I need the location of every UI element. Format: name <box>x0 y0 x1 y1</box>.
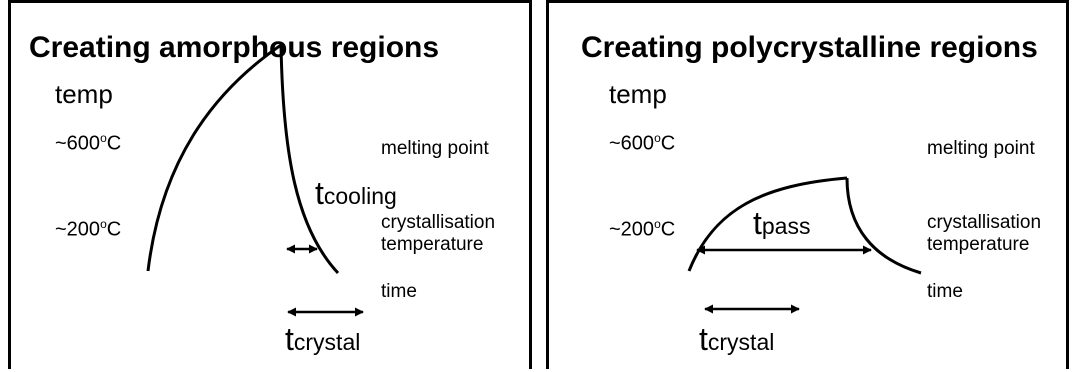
crystallisation-temperature-label: crystallisation temperature <box>927 212 1042 255</box>
panel-polycrystalline: Creating polycrystalline regions temp ~6… <box>546 0 1069 369</box>
temp-axis-label: temp <box>55 79 113 109</box>
panel-title: Creating amorphous regions <box>29 31 440 64</box>
time-axis-label: time <box>381 281 417 302</box>
temp-low-label: ~200oC <box>55 217 122 241</box>
panel-title: Creating polycrystalline regions <box>581 31 1038 64</box>
temp-high-label: ~600oC <box>55 131 122 155</box>
heating-curve <box>146 43 282 272</box>
t-pass-label: tpass <box>753 205 811 241</box>
cooling-curve <box>845 177 922 275</box>
amorphous-cooling-curve <box>146 43 364 317</box>
time-axis-label: time <box>927 281 963 302</box>
melting-point-label: melting point <box>381 138 489 159</box>
heating-curve <box>687 176 848 272</box>
t-crystal-label: tcrystal <box>285 321 361 357</box>
temp-axis-label: temp <box>609 79 667 109</box>
temp-low-label: ~200oC <box>609 217 676 241</box>
melting-point-label: melting point <box>927 138 1035 159</box>
t-crystal-label: tcrystal <box>699 321 775 357</box>
panel-amorphous: Creating amorphous regions temp ~600oC ~… <box>8 0 532 369</box>
temp-high-label: ~600oC <box>609 131 676 155</box>
cooling-curve <box>279 44 340 275</box>
t-cooling-label: tcooling <box>315 175 397 211</box>
crystallisation-temperature-label: crystallisation temperature <box>381 212 496 255</box>
polycrystalline-cooling-curve <box>687 176 922 314</box>
